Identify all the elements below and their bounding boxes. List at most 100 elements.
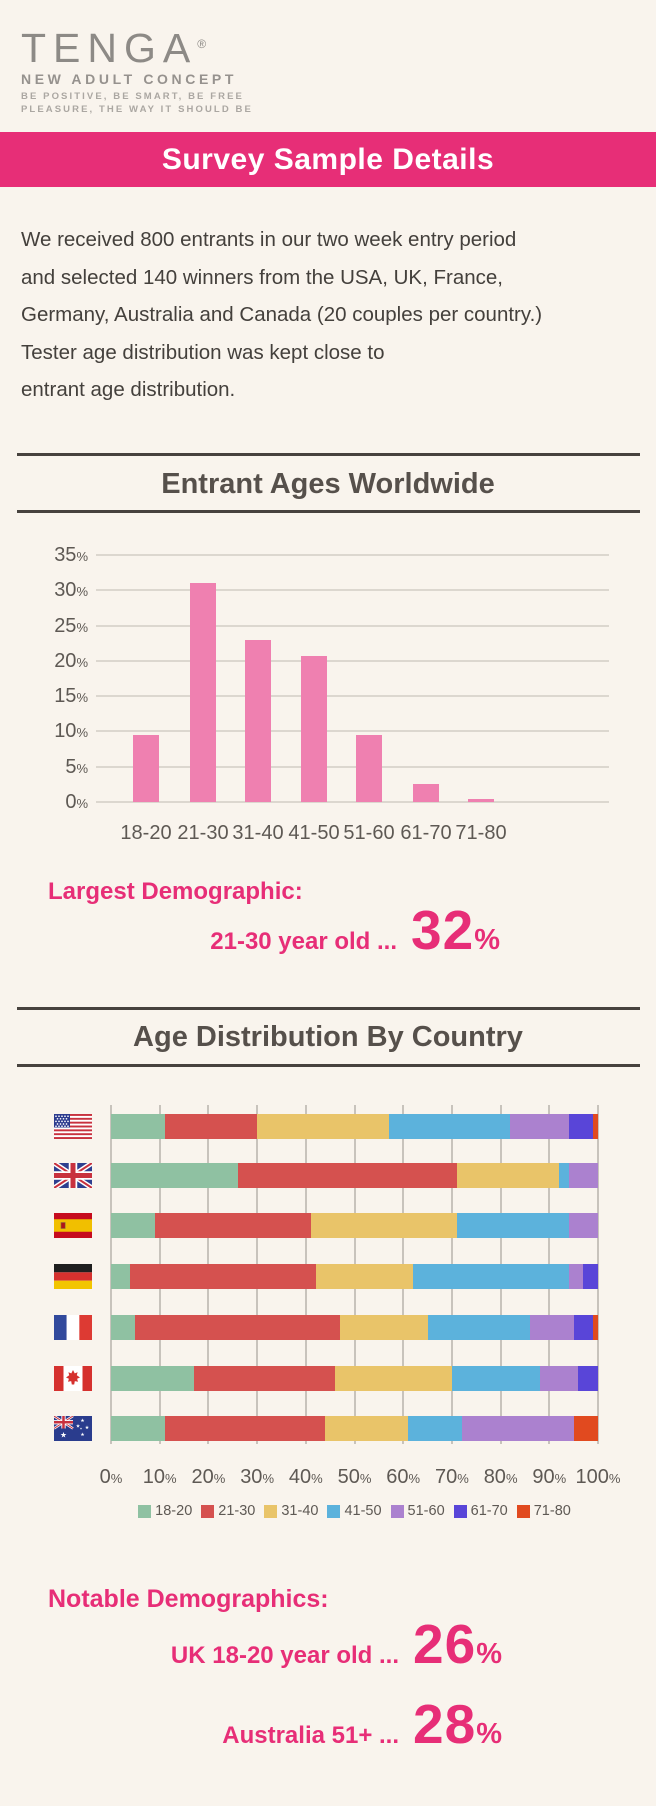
bar-segment-18-20 (111, 1315, 136, 1340)
bar-segment-21-30 (130, 1264, 316, 1289)
germany-flag-icon (54, 1264, 92, 1289)
bar-21-30 (190, 583, 216, 802)
section-title-by-country: Age Distribution By Country (133, 1021, 523, 1053)
x-axis-label: 40% (288, 1466, 323, 1488)
country-row-uk (0, 1163, 656, 1188)
bar-segment-71-80 (573, 1416, 598, 1441)
bar-segment-51-60 (568, 1213, 598, 1238)
bar-segment-18-20 (111, 1163, 238, 1188)
section-rule (17, 453, 640, 456)
gridline (96, 695, 609, 698)
demographic-label: 21-30 year old ... (210, 928, 398, 955)
country-row-spain (0, 1213, 656, 1238)
bar-segment-31-40 (335, 1366, 452, 1391)
notable-demographics-heading: Notable Demographics: (48, 1585, 329, 1613)
percent-sign: % (359, 1471, 372, 1486)
bar-segment-41-50 (388, 1114, 511, 1139)
x-axis-label: 80% (483, 1466, 518, 1488)
country-row-usa (0, 1114, 656, 1139)
y-axis-label: 5% (65, 755, 88, 778)
bar-segment-21-30 (135, 1315, 340, 1340)
demographic-label: UK 18-20 year old ... (170, 1642, 400, 1669)
bar-segment-31-40 (325, 1416, 409, 1441)
bar-segment-41-50 (427, 1315, 530, 1340)
spain-flag (54, 1213, 92, 1238)
gridline (96, 765, 609, 768)
percent-sign: % (165, 1471, 177, 1486)
bar-segment-51-60 (539, 1366, 579, 1391)
intro-line: Tester age distribution was kept close t… (21, 340, 385, 364)
uk-flag (54, 1163, 92, 1188)
x-axis-label: 100% (575, 1466, 621, 1488)
category-label: 41-50 (288, 822, 340, 844)
legend-swatch (453, 1504, 467, 1518)
age-by-country-chart: 18-20 21-30 31-40 41-50 51-60 61-70 71-80 0% 10… (0, 1085, 656, 1535)
bar-segment-21-30 (237, 1163, 457, 1188)
entrant-ages-chart: 0% 5% 10% 15% 20% 25% 30% 35% 18-20 21-30 31-40 41-… (0, 540, 656, 860)
legend-swatch (138, 1504, 152, 1518)
largest-demographic-row: 21-30 year old ... 32% (210, 898, 500, 962)
france-flag-icon (54, 1315, 92, 1340)
intro-line: and selected 140 winners from the USA, U… (21, 265, 503, 289)
legend-label: 41-50 (344, 1503, 382, 1519)
bar-segment-18-20 (111, 1264, 131, 1289)
bar-segment-21-30 (164, 1114, 258, 1139)
largest-demographic-heading: Largest Demographic: (48, 878, 303, 905)
percent-sign: % (76, 725, 88, 741)
germany-flag (54, 1264, 92, 1289)
percent-sign: % (76, 760, 88, 776)
percent-sign: % (76, 549, 88, 564)
gridline (96, 730, 609, 733)
bar-segment-31-40 (257, 1114, 389, 1139)
registered-mark-icon: ® (197, 37, 207, 51)
bar-segment-18-20 (111, 1213, 155, 1238)
bar-segment-41-50 (559, 1163, 569, 1188)
bar-segment-71-80 (593, 1114, 598, 1139)
banner: Survey Sample Details (0, 132, 656, 187)
bar-segment-18-20 (111, 1366, 194, 1391)
australia-flag-icon (54, 1416, 92, 1441)
percent-sign: % (505, 1471, 518, 1486)
percent-sign: % (262, 1471, 274, 1486)
logo-tagline-1: BE POSITIVE, BE SMART, BE FREE (21, 91, 244, 102)
category-label: 71-80 (455, 822, 507, 844)
demographic-value: 32% (411, 899, 500, 961)
demographic-value: 28% (413, 1693, 502, 1755)
bar-segment-51-60 (510, 1114, 569, 1139)
percent-sign: % (408, 1471, 421, 1486)
bar-segment-41-50 (412, 1264, 569, 1289)
france-flag (54, 1315, 92, 1340)
stacked-bar (111, 1163, 598, 1188)
percent-sign: % (213, 1471, 226, 1486)
percent-sign: % (476, 1638, 502, 1670)
usa-flag (54, 1114, 92, 1139)
legend-item: 51-60 (390, 1503, 445, 1519)
country-row-australia (0, 1416, 656, 1441)
bar-segment-21-30 (193, 1366, 335, 1391)
category-label: 31-40 (232, 822, 284, 844)
x-axis-label: 90% (532, 1466, 567, 1488)
bar-segment-41-50 (451, 1366, 540, 1391)
x-axis-label: 20% (191, 1466, 226, 1488)
notable-row-uk: UK 18-20 year old ... 26% (171, 1612, 502, 1676)
section-rule (17, 1064, 640, 1067)
stacked-bar (111, 1114, 598, 1139)
percent-sign: % (110, 1471, 123, 1486)
bar-segment-41-50 (408, 1416, 462, 1441)
section-title-worldwide: Entrant Ages Worldwide (161, 468, 495, 500)
percent-sign: % (311, 1471, 323, 1486)
spain-flag-icon (54, 1213, 92, 1238)
bar-segment-31-40 (456, 1163, 560, 1188)
logo-subtitle: NEW ADULT CONCEPT (21, 71, 237, 87)
country-row-canada (0, 1366, 656, 1391)
legend-item: 61-70 (453, 1503, 508, 1519)
percent-sign: % (608, 1471, 621, 1486)
x-axis-label: 50% (337, 1466, 372, 1488)
bar-segment-51-60 (461, 1416, 574, 1441)
australia-flag (54, 1416, 92, 1441)
entrant-ages-plot-area (96, 554, 609, 803)
bar-segment-51-60 (568, 1163, 598, 1188)
brand-text: TENGA® (21, 25, 207, 71)
legend-swatch (327, 1504, 341, 1518)
